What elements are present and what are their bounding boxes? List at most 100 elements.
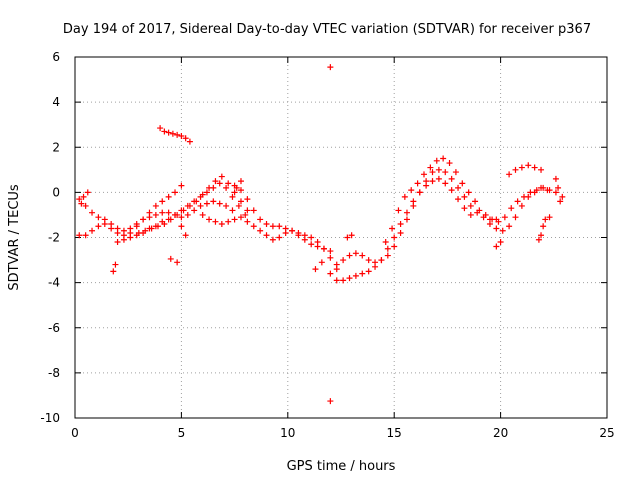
y-tick-label: -4 xyxy=(48,276,60,290)
data-point xyxy=(389,225,396,232)
data-point xyxy=(416,189,423,196)
data-point xyxy=(512,166,519,173)
series-track-g xyxy=(327,175,474,284)
x-tick-label: 5 xyxy=(178,426,186,440)
data-point xyxy=(225,180,232,187)
data-point xyxy=(518,164,525,171)
data-point xyxy=(378,257,385,264)
data-point xyxy=(461,205,468,212)
series-isolated xyxy=(78,64,564,405)
series-track-b xyxy=(76,196,236,234)
data-point xyxy=(327,270,334,277)
data-point xyxy=(276,234,283,241)
data-point xyxy=(186,202,193,209)
data-point xyxy=(442,169,449,176)
data-point xyxy=(178,223,185,230)
data-point xyxy=(110,268,117,275)
series-track-f xyxy=(231,182,340,273)
data-point xyxy=(218,173,225,180)
data-point xyxy=(348,232,355,239)
y-tick-label: -8 xyxy=(48,366,60,380)
data-point xyxy=(114,225,121,232)
data-point xyxy=(133,220,140,227)
data-point xyxy=(127,225,134,232)
data-point xyxy=(152,202,159,209)
y-tick-label: 0 xyxy=(52,185,60,199)
data-point xyxy=(282,225,289,232)
data-point xyxy=(235,202,242,209)
data-point xyxy=(244,218,251,225)
data-point xyxy=(359,252,366,259)
data-point xyxy=(397,229,404,236)
data-point xyxy=(546,214,553,221)
data-point xyxy=(384,252,391,259)
data-point xyxy=(237,214,244,221)
data-point xyxy=(327,254,334,261)
data-point xyxy=(101,216,108,223)
data-point xyxy=(365,257,372,264)
data-point xyxy=(327,248,334,255)
data-point xyxy=(314,239,321,246)
data-point xyxy=(159,209,166,216)
data-point xyxy=(461,193,468,200)
chart-title: Day 194 of 2017, Sidereal Day-to-day VTE… xyxy=(63,22,591,37)
data-point xyxy=(327,64,334,71)
data-point xyxy=(231,216,238,223)
data-point xyxy=(142,227,149,234)
data-point xyxy=(127,234,134,241)
data-point xyxy=(257,227,264,234)
data-point xyxy=(552,189,559,196)
data-point xyxy=(250,223,257,230)
data-point xyxy=(269,236,276,243)
data-point xyxy=(120,236,127,243)
series-track-e xyxy=(199,211,334,255)
data-point xyxy=(112,261,119,268)
series-track-d xyxy=(135,173,251,236)
data-point xyxy=(442,180,449,187)
data-point xyxy=(159,198,166,205)
data-point xyxy=(518,202,525,209)
data-point xyxy=(257,216,264,223)
data-point xyxy=(408,187,415,194)
data-point xyxy=(452,169,459,176)
data-point xyxy=(486,220,493,227)
data-point xyxy=(206,184,213,191)
data-point xyxy=(391,234,398,241)
data-point xyxy=(212,178,219,185)
data-point xyxy=(429,178,436,185)
data-point xyxy=(352,250,359,257)
series-track-k xyxy=(486,184,551,234)
data-point xyxy=(397,220,404,227)
data-point xyxy=(459,180,466,187)
data-point xyxy=(229,207,236,214)
data-point xyxy=(391,243,398,250)
data-point xyxy=(199,211,206,218)
data-point xyxy=(76,196,83,203)
data-point xyxy=(508,205,515,212)
data-point xyxy=(157,125,164,132)
data-point xyxy=(146,214,153,221)
data-point xyxy=(199,191,206,198)
data-point xyxy=(218,220,225,227)
data-point xyxy=(197,202,204,209)
data-point xyxy=(382,239,389,246)
series-track-l xyxy=(506,162,545,178)
data-point xyxy=(506,171,513,178)
data-point xyxy=(489,216,496,223)
data-point xyxy=(237,187,244,194)
grid-lines xyxy=(75,57,607,418)
data-point xyxy=(467,211,474,218)
data-point xyxy=(333,261,340,268)
data-point xyxy=(448,187,455,194)
data-point xyxy=(501,214,508,221)
data-point xyxy=(165,209,172,216)
data-point xyxy=(333,277,340,284)
data-point xyxy=(154,223,161,230)
data-point xyxy=(178,132,185,139)
data-point xyxy=(512,214,519,221)
data-point xyxy=(223,202,230,209)
data-point xyxy=(161,220,168,227)
data-point xyxy=(114,239,121,246)
y-tick-label: 6 xyxy=(52,50,60,64)
